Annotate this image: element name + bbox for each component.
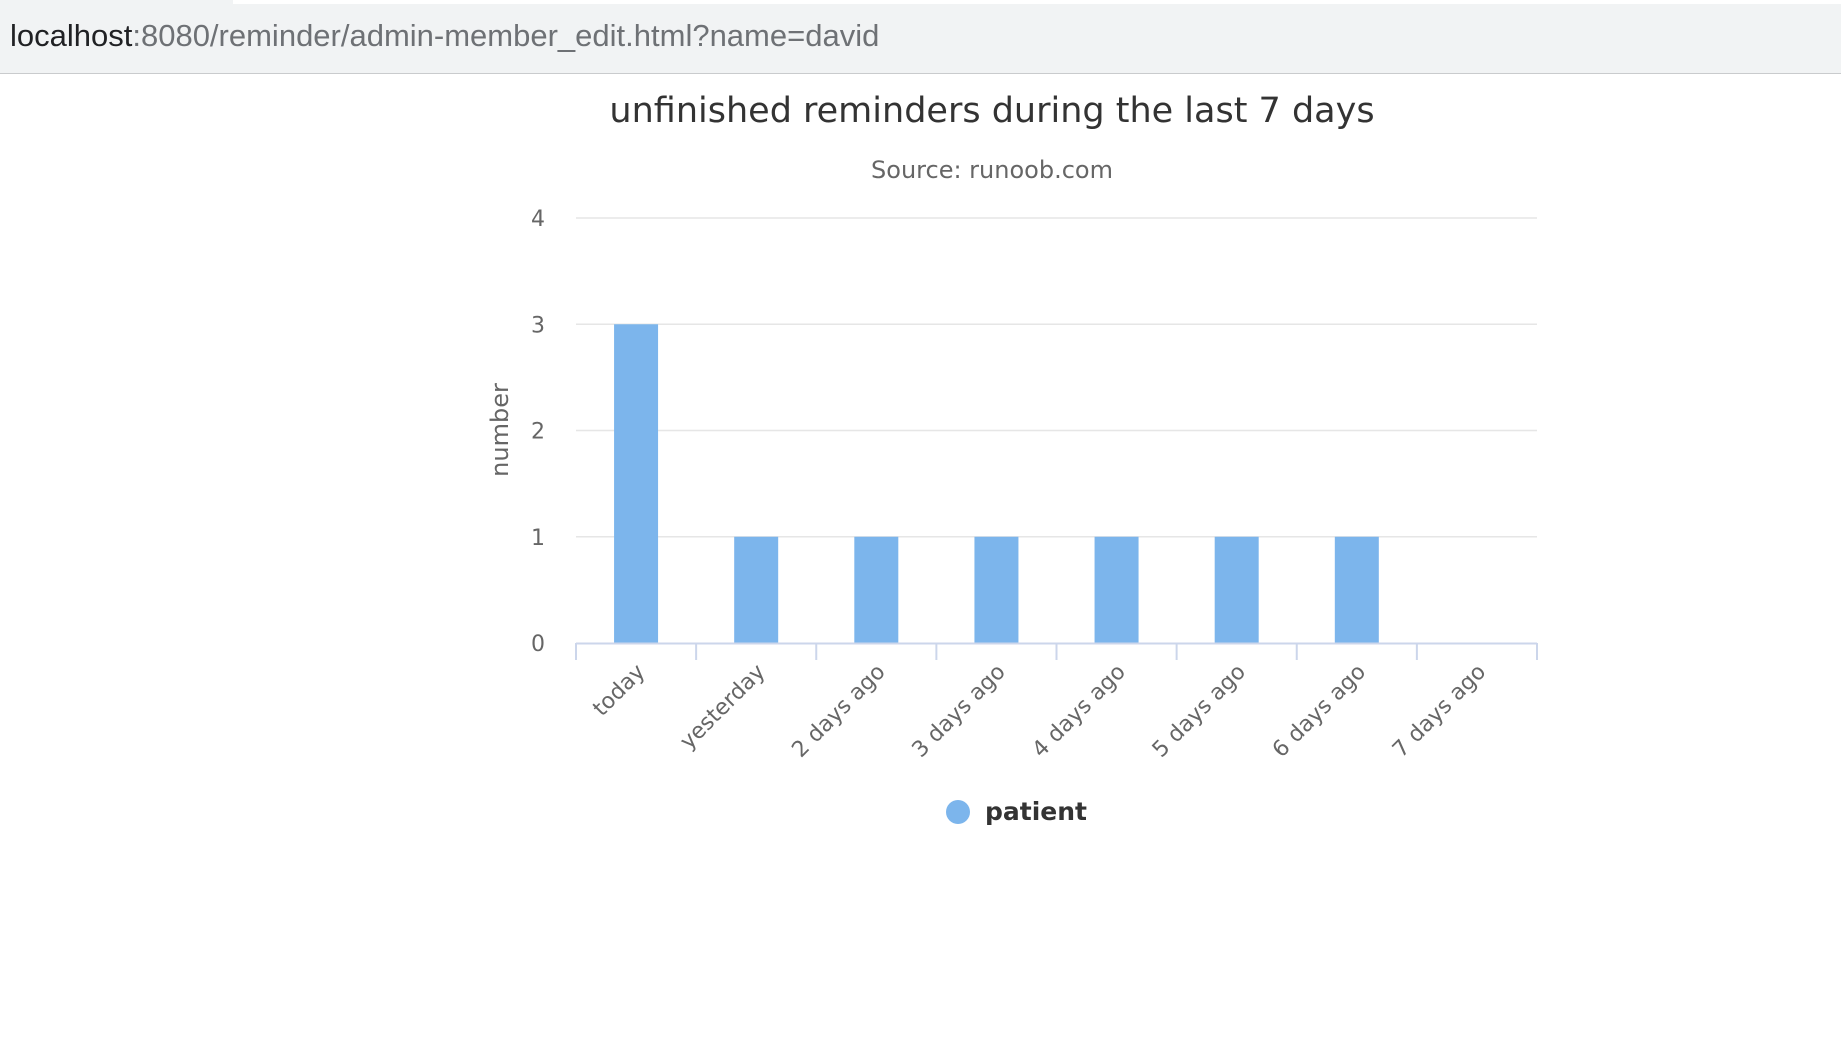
url-host: localhost bbox=[10, 18, 133, 53]
x-tick-label: 5 days ago bbox=[1148, 660, 1251, 763]
legend-item-patient[interactable]: patient bbox=[946, 797, 1087, 826]
y-tick-label: 1 bbox=[531, 526, 545, 551]
bar bbox=[614, 324, 659, 643]
y-tick-label: 0 bbox=[531, 632, 545, 657]
url-path: :8080/reminder/admin-member_edit.html?na… bbox=[132, 18, 880, 53]
x-tick-label: 7 days ago bbox=[1388, 660, 1491, 763]
x-tick-label: today bbox=[588, 660, 650, 722]
y-tick-label: 2 bbox=[531, 420, 545, 445]
tab-strip-edge bbox=[233, 0, 1841, 4]
bar-chart: unfinished reminders during the last 7 d… bbox=[486, 91, 1538, 826]
x-tick-label: 6 days ago bbox=[1268, 660, 1371, 763]
x-tick-label: 3 days ago bbox=[908, 660, 1011, 763]
bar bbox=[1334, 536, 1379, 643]
chart-container: unfinished reminders during the last 7 d… bbox=[0, 75, 1841, 1039]
url-text[interactable]: localhost:8080/reminder/admin-member_edi… bbox=[10, 16, 879, 56]
bar bbox=[1094, 536, 1139, 643]
y-axis-label: number bbox=[486, 383, 514, 477]
chart-title: unfinished reminders during the last 7 d… bbox=[609, 91, 1374, 131]
legend-marker bbox=[946, 800, 970, 824]
bar bbox=[854, 536, 899, 643]
bar bbox=[1214, 536, 1259, 643]
x-tick-label: 2 days ago bbox=[787, 660, 890, 763]
x-tick-label: yesterday bbox=[675, 660, 770, 755]
x-tick-label: 4 days ago bbox=[1028, 660, 1131, 763]
y-tick-label: 4 bbox=[531, 207, 545, 232]
bar bbox=[734, 536, 779, 643]
chart-subtitle: Source: runoob.com bbox=[871, 156, 1113, 184]
y-tick-label: 3 bbox=[531, 313, 545, 338]
bar-series bbox=[614, 324, 1379, 643]
legend-label: patient bbox=[985, 797, 1087, 826]
grid-lines bbox=[576, 217, 1537, 538]
legend[interactable]: patient bbox=[946, 797, 1087, 826]
bar bbox=[974, 536, 1019, 643]
x-axis: today yesterday 2 days ago 3 days ago 4 days… bbox=[575, 642, 1538, 763]
y-axis-ticks: 0 1 2 3 4 bbox=[531, 207, 545, 657]
address-bar[interactable]: localhost:8080/reminder/admin-member_edi… bbox=[0, 0, 1841, 74]
